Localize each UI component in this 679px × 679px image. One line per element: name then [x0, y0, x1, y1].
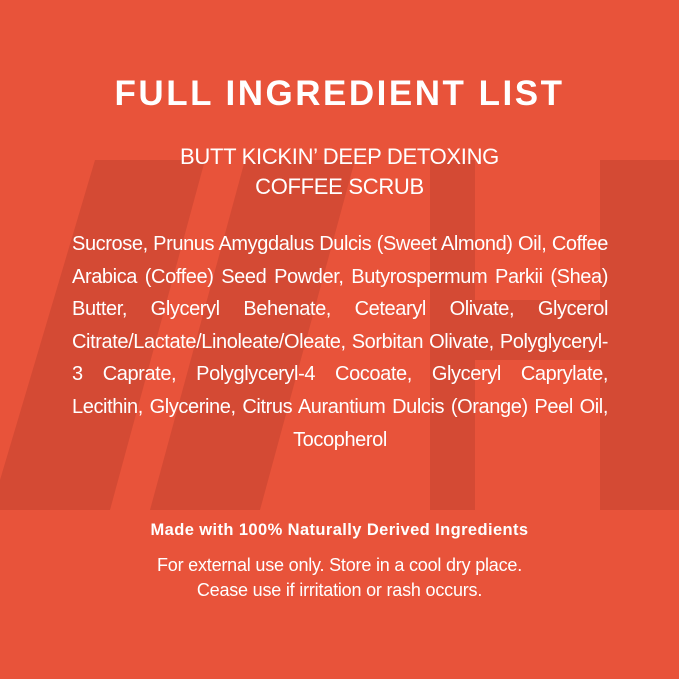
ingredient-list: Sucrose, Prunus Amygdalus Dulcis (Sweet …	[72, 233, 608, 451]
product-name-line2: COFFEE SCRUB	[255, 174, 424, 199]
usage-note-line2: Cease use if irritation or rash occurs.	[196, 580, 483, 600]
product-name-line1: BUTT KICKIN’ DEEP DETOXING	[179, 144, 499, 169]
usage-note-line1: For external use only. Store in a cool d…	[156, 555, 523, 575]
watermark-h-right	[600, 160, 679, 510]
watermark-slash-1	[0, 160, 205, 510]
usage-notes: For external use only. Store in a cool d…	[0, 553, 679, 603]
product-name: BUTT KICKIN’ DEEP DETOXING COFFEE SCRUB	[0, 142, 679, 202]
watermark-slash-2	[150, 160, 355, 510]
page-title: FULL INGREDIENT LIST	[114, 74, 565, 113]
natural-claim: Made with 100% Naturally Derived Ingredi…	[150, 521, 529, 539]
